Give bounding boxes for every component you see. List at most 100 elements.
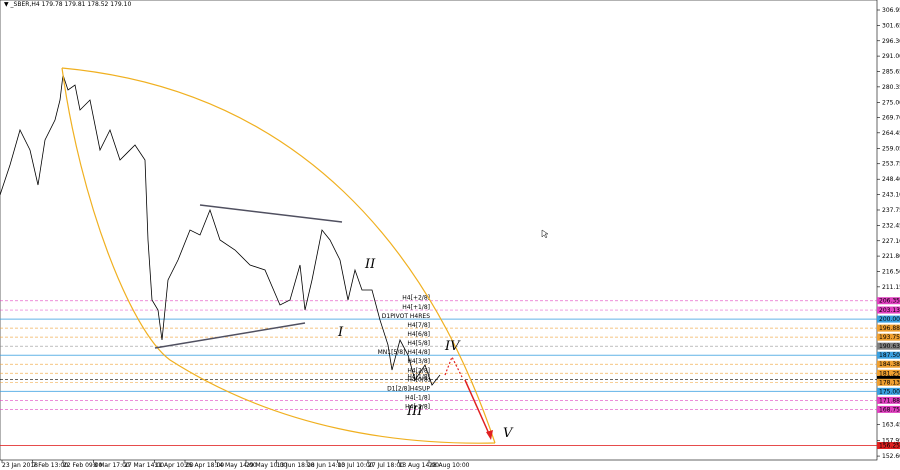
level-box — [877, 315, 900, 323]
level-box — [877, 333, 900, 341]
time-label: 29 May 10:00 — [246, 462, 287, 469]
price-label: 269.70 — [882, 115, 900, 122]
price-path — [0, 74, 441, 386]
time-label: 28 Aug 10:00 — [429, 462, 470, 469]
level-note: H4[-1/8] — [405, 394, 430, 401]
level-note: H4[+1/8] — [402, 304, 430, 311]
price-label: 275.00 — [882, 99, 900, 106]
time-label: 27 Mar 14:00 — [124, 462, 164, 469]
trendline — [199, 204, 343, 223]
level-box — [877, 306, 900, 314]
price-label: 216.50 — [882, 268, 900, 275]
level-box — [877, 378, 900, 386]
price-label: 227.10 — [882, 238, 900, 245]
level-price: 168.75 — [879, 406, 900, 413]
level-price: 187.50 — [879, 352, 900, 359]
price-label: 301.65 — [882, 22, 900, 29]
level-box — [877, 360, 900, 368]
level-price: 178.13 — [879, 379, 900, 386]
level-note: D1PIVOT H4RES — [382, 313, 430, 320]
level-price: 171.88 — [879, 397, 900, 404]
levels: 206.35 H4[+2/8] 203.13 H4[+1/8] 200.00 D1PIVO… — [0, 295, 900, 450]
level-price: 203.13 — [879, 307, 900, 314]
cursor — [541, 229, 549, 239]
price-label: 221.80 — [882, 253, 900, 260]
level-box — [877, 369, 900, 377]
time-label: 28 Jun 14:00 — [307, 462, 345, 469]
time-label: 25 Apr 18:00 — [185, 462, 224, 469]
level-price: 190.63 — [879, 343, 900, 350]
level-price: 206.35 — [879, 298, 900, 305]
level-price: 156.25 — [879, 443, 900, 450]
wave-label: V — [503, 426, 514, 441]
wave-label: I — [337, 325, 344, 340]
symbol: _SBER,H4 — [10, 1, 40, 8]
price-label: 306.95 — [882, 7, 900, 14]
price-label: 280.35 — [882, 84, 900, 91]
price-label: 291.00 — [882, 53, 900, 60]
time-label: 13 Jun 18:00 — [277, 462, 315, 469]
price-label: 232.45 — [882, 222, 900, 229]
arc-lower — [61, 67, 496, 444]
level-box — [877, 297, 900, 305]
arrow — [464, 379, 491, 437]
level-box — [877, 405, 900, 413]
trendline — [154, 322, 306, 349]
level-price: 181.25 — [879, 370, 900, 377]
level-price: 184.38 — [879, 361, 900, 368]
level-price: 196.88 — [879, 325, 900, 332]
arc-upper — [61, 67, 496, 444]
price-label: 243.10 — [882, 192, 900, 199]
header: ▼ _SBER,H4 179.78 179.81 178.52 179.10 — [4, 1, 131, 8]
level-note: H4[5/8] — [407, 340, 430, 347]
price-label: 253.75 — [882, 161, 900, 168]
wave-label: II — [364, 257, 376, 272]
level-box — [877, 442, 900, 450]
time-label: 13 Aug 14:00 — [399, 462, 440, 469]
level-note: D1[2/8]H4SUP — [387, 385, 430, 392]
level-note: H4[0/8] — [407, 376, 430, 383]
level-note: H4[7/8] — [407, 322, 430, 329]
level-note: MN1[5/8] H4[4/8] — [378, 349, 430, 356]
time-label: 8 Mar 17:00 — [94, 462, 130, 469]
price-axis: 306.95 301.65 296.30 291.00 285.65 280.35 275.… — [877, 7, 900, 460]
price-label: 237.75 — [882, 207, 900, 214]
level-note: H4[-2/8] — [405, 403, 430, 410]
time-label: 13 Jul 10:00 — [338, 462, 374, 469]
arrowhead — [486, 430, 493, 440]
level-price: 193.75 — [879, 334, 900, 341]
level-box — [877, 351, 900, 359]
time-label: 23 Jan 2018 — [2, 462, 38, 469]
quote: 179.78 179.81 178.52 179.10 — [42, 1, 132, 8]
level-box — [877, 342, 900, 350]
time-label: 22 Feb 09:00 — [63, 462, 103, 469]
level-note: H4[3/8] — [407, 358, 430, 365]
level-price: 200.00 — [879, 316, 900, 323]
level-box — [877, 324, 900, 332]
level-note: H4[2/8] — [407, 367, 430, 374]
price-label: 248.40 — [882, 176, 900, 183]
time-label: 14 May 14:00 — [216, 462, 257, 469]
plot-area — [0, 0, 878, 461]
price-label: 152.60 — [882, 453, 900, 460]
time-label: 11 Apr 10:00 — [155, 462, 194, 469]
price-label: 264.45 — [882, 130, 900, 137]
time-label: 27 Jul 18:00 — [368, 462, 404, 469]
price-label: 157.95 — [882, 438, 900, 445]
price-label: 285.65 — [882, 69, 900, 76]
level-note: H4[1/8] — [407, 373, 430, 380]
price-label: 211.15 — [882, 284, 900, 291]
level-box — [877, 396, 900, 404]
level-price: 175.00 — [879, 388, 900, 395]
wave-label: IV — [444, 339, 461, 354]
price-label: 163.45 — [882, 422, 900, 429]
level-box — [877, 387, 900, 395]
level-note: H4[6/8] — [407, 331, 430, 338]
price-label: 259.05 — [882, 145, 900, 152]
time-label: 7 Feb 13:00 — [33, 462, 69, 469]
level-note: H4[+2/8] — [402, 295, 430, 302]
price-label: 296.30 — [882, 38, 900, 45]
wave-label: III — [406, 404, 423, 419]
